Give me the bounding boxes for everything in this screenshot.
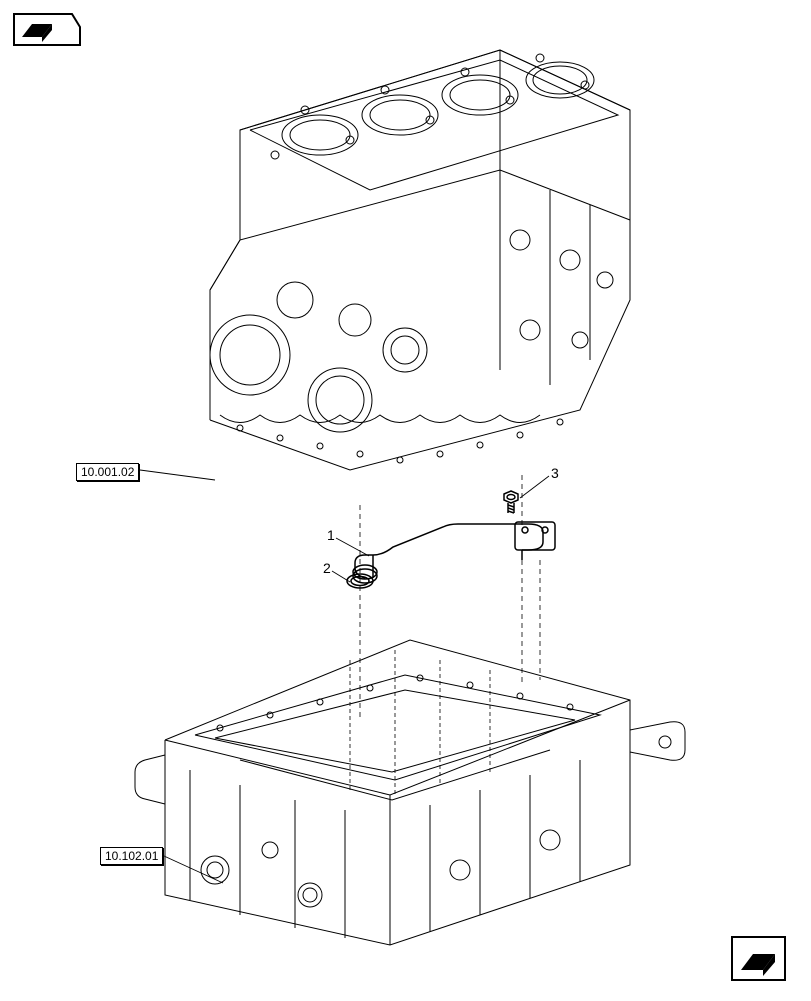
parts-diagram-canvas: 10.001.02 10.102.01 1 2 3 (0, 0, 811, 1001)
leader-callout-3 (0, 0, 811, 1001)
footer-perspective-icon (731, 936, 786, 981)
